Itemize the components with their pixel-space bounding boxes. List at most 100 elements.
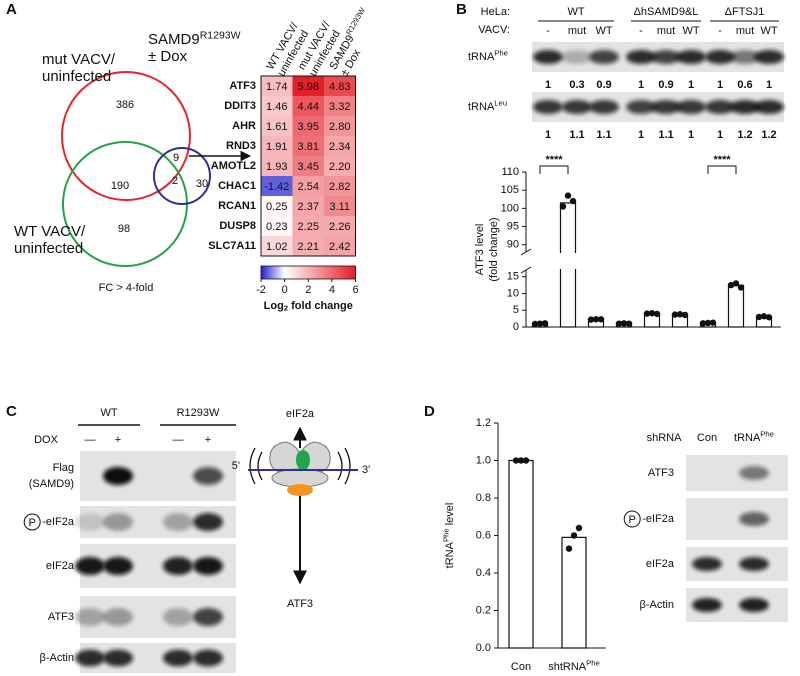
blot-band [651, 50, 681, 64]
data-point [755, 313, 763, 321]
data-point [587, 316, 595, 323]
axis-break-mark [520, 266, 532, 274]
blot-band [193, 513, 223, 531]
y-tick-label: 0.8 [476, 492, 491, 504]
heatmap-cell [324, 156, 356, 176]
venn-count: 190 [111, 180, 129, 192]
quantification: 0.9 [596, 79, 611, 91]
data-point [541, 320, 549, 327]
cell-label: 4.44 [298, 101, 319, 113]
blot-band [692, 557, 722, 571]
quantification: 1.1 [658, 129, 673, 141]
venn-set-label: mut VACV/ [42, 51, 116, 68]
heatmap-cell [261, 76, 293, 96]
blot-row-label-main: β-Actin [640, 599, 674, 611]
cell-label: 1.02 [266, 241, 287, 253]
blot-band [193, 557, 223, 575]
group-label: ΔhSAMD9&L [634, 6, 699, 18]
ribosome-diagram [248, 426, 358, 585]
treatment-label: DOX [34, 434, 59, 446]
cell-label: 1.93 [266, 161, 287, 173]
lane-label: - [546, 25, 550, 37]
data-point [625, 320, 633, 327]
bar [561, 536, 587, 649]
data-point [681, 311, 689, 319]
x-tick-label: Con [511, 661, 531, 673]
phospho-label: P [29, 517, 36, 529]
significance-bracket [539, 165, 569, 174]
quantification: 1.2 [761, 129, 776, 141]
cell-label: 3.32 [329, 101, 350, 113]
y-tick-label: 0.6 [476, 529, 491, 541]
venn-circle [61, 71, 191, 201]
heatmap-cell [292, 216, 324, 236]
colorbar-tick-label: 4 [329, 284, 335, 296]
cell-label: 3.45 [298, 161, 319, 173]
data-point [676, 311, 684, 318]
blot-band [589, 100, 619, 114]
heatmap-cell [292, 116, 324, 136]
blot-band [754, 100, 784, 114]
heatmap-cell [292, 236, 324, 256]
cell-label: 2.82 [329, 181, 350, 193]
quantification: 1.2 [737, 129, 752, 141]
data-point [732, 280, 740, 287]
heatmap-cell [324, 136, 356, 156]
blot-row-label: Flag [53, 462, 74, 474]
y-label-main: tRNA [444, 541, 456, 568]
colorbar-label-after: fold change [288, 300, 353, 312]
blot-row-label: -eIF2a [42, 516, 75, 528]
panel-label: D [424, 403, 435, 420]
venn-set-label-line2: uninfected [14, 240, 83, 257]
heatmap-cell [324, 216, 356, 236]
venn-count: 30 [196, 178, 208, 190]
blot-row-label: eIF2a [46, 560, 75, 572]
phospho-circle [623, 510, 641, 528]
row-label: SLC7A11 [208, 240, 256, 252]
quantification: 0.6 [737, 79, 752, 91]
blot-band [730, 100, 760, 114]
motion-mark [337, 451, 343, 481]
y-tick-label: 15 [507, 271, 519, 283]
data-point [737, 284, 745, 291]
column-label-sup: R1293W [344, 5, 367, 36]
blot-row-label-main: ATF3 [48, 611, 74, 623]
lane-label: + [205, 434, 211, 446]
cell-label: 5.98 [298, 81, 319, 93]
heatmap-cell [261, 136, 293, 156]
blot-row-label-main: -eIF2a [42, 516, 75, 528]
cell-label: 1.91 [266, 141, 287, 153]
row-label: ATF3 [229, 80, 256, 92]
row-label: AHR [232, 120, 256, 132]
data-point [517, 457, 525, 464]
data-point [592, 316, 600, 323]
lane-label: WT [682, 25, 699, 37]
heatmap-cell [292, 196, 324, 216]
data-point [765, 314, 773, 321]
heatmap-cell [261, 196, 293, 216]
heatmap-cell [292, 76, 324, 96]
blot-row-label-main: tRNA [468, 51, 495, 63]
cell-label: 2.25 [298, 221, 319, 233]
blot-row-label: tRNALeu [468, 99, 507, 113]
data-point [643, 310, 651, 317]
y-tick-label: 95 [507, 220, 519, 232]
data-point [559, 203, 567, 210]
blot-band [163, 649, 193, 667]
group-label: WT [100, 407, 117, 419]
y-label-sup: Phe [442, 528, 451, 542]
cell-label: 2.20 [329, 161, 350, 173]
blot-row-label-sup: Phe [494, 49, 508, 58]
blot-band [75, 649, 105, 667]
data-point [615, 320, 623, 327]
y-axis-title: tRNAPhe level [442, 503, 456, 569]
virus-label: VACV: [478, 24, 510, 36]
quantification: 1 [638, 79, 644, 91]
data-point [760, 313, 768, 320]
quantification: 1.1 [569, 129, 584, 141]
blot-row-label-sup: Leu [494, 99, 507, 108]
blot-row-label: -eIF2a [642, 513, 675, 525]
blot-row-label-main: tRNA [468, 101, 495, 113]
quantification: 1 [545, 129, 551, 141]
